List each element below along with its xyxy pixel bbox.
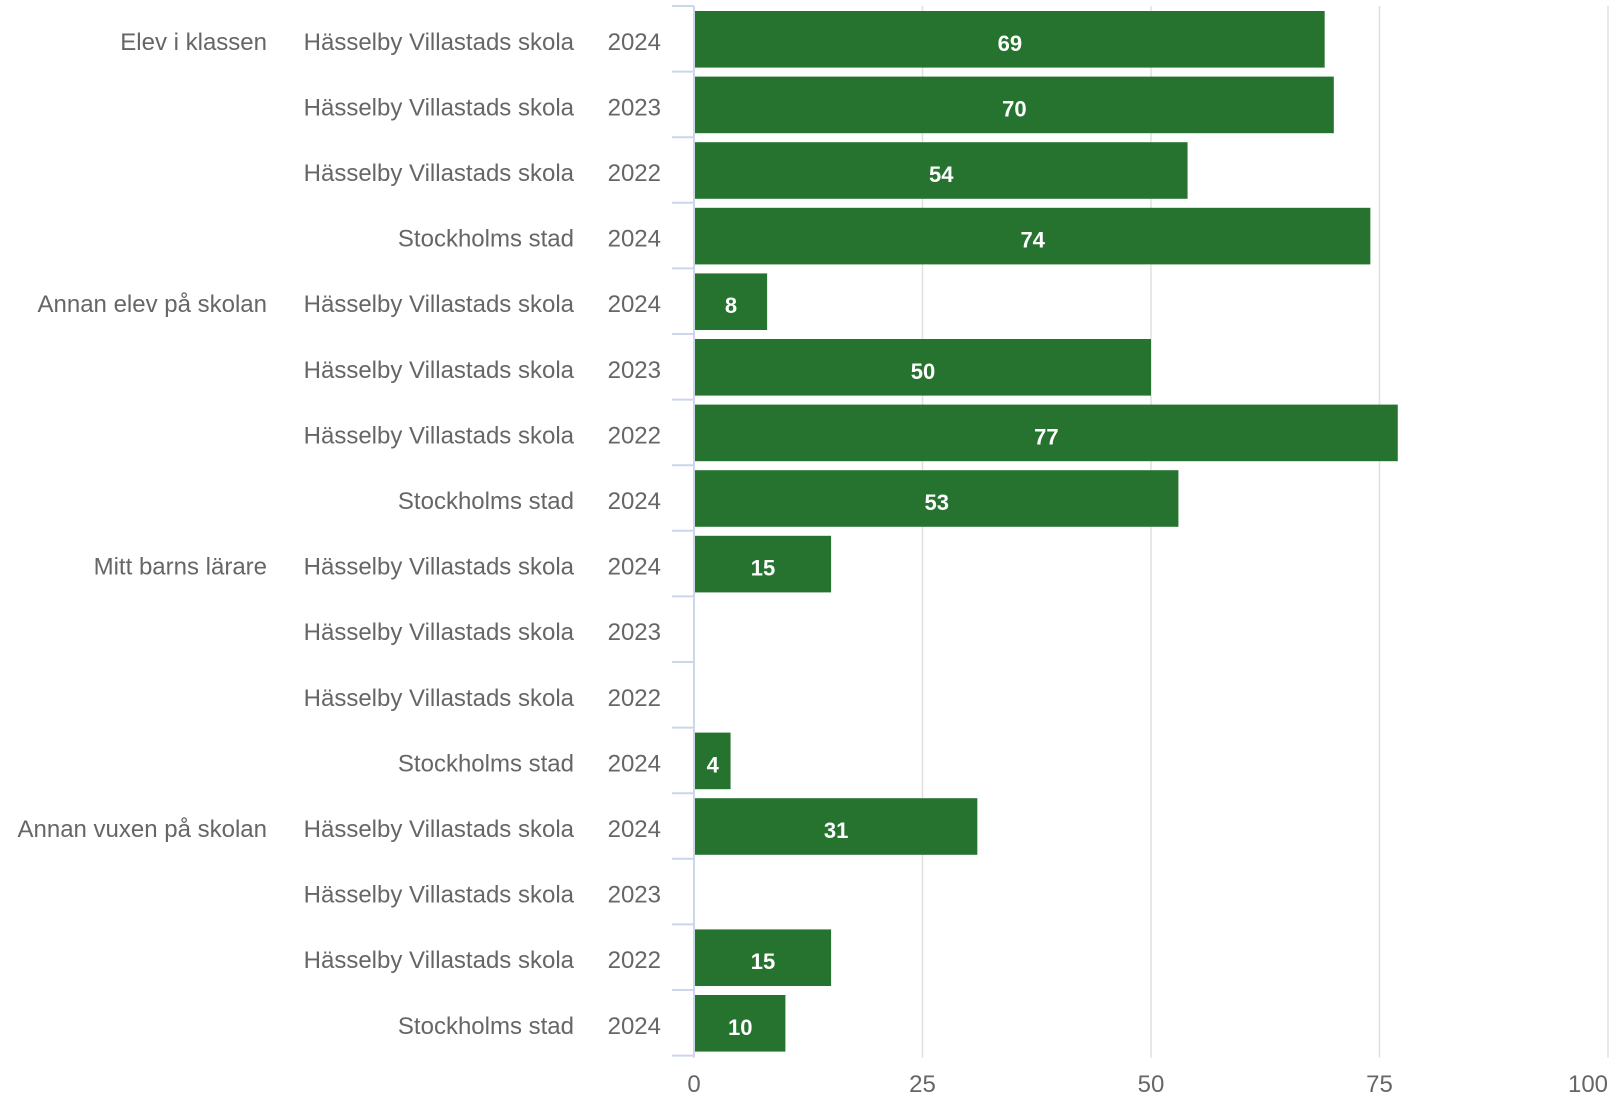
bar: [695, 995, 786, 1052]
entity-label: Hässelby Villastads skola: [304, 422, 575, 449]
year-label: 2022: [608, 422, 661, 449]
entity-label: Stockholms stad: [398, 1013, 574, 1040]
year-label: 2024: [608, 816, 661, 843]
data-label: 77: [1034, 424, 1058, 449]
year-label: 2023: [608, 882, 661, 909]
bar: [695, 207, 1371, 265]
year-label: 2022: [608, 685, 661, 712]
x-tick-label: 75: [1366, 1071, 1393, 1096]
data-label: 53: [924, 490, 948, 515]
x-axis-ticks: 0 25 50 75 100: [687, 1071, 1608, 1096]
x-tick-label: 100: [1568, 1071, 1608, 1096]
data-label: 70: [1002, 96, 1026, 121]
bar: [695, 470, 1179, 527]
bar: [695, 404, 1398, 462]
bars: 69 70 54 74 8 50 77 53 15 4 31 15 10: [695, 11, 1398, 1052]
category-axis: [672, 5, 695, 1058]
bar: [695, 11, 1325, 68]
entity-label: Hässelby Villastads skola: [304, 160, 575, 187]
year-label: 2024: [608, 226, 661, 253]
group-label: Mitt barns lärare: [94, 554, 267, 581]
entity-label: Hässelby Villastads skola: [304, 29, 575, 56]
year-label: 2022: [608, 160, 661, 187]
data-label: 74: [1020, 228, 1045, 253]
data-label: 15: [751, 949, 775, 974]
data-label: 69: [998, 31, 1022, 56]
data-label: 50: [911, 359, 935, 384]
year-label: 2022: [608, 947, 661, 974]
entity-label: Hässelby Villastads skola: [304, 554, 575, 581]
data-label: 31: [824, 818, 848, 843]
year-label: 2024: [608, 1013, 661, 1040]
group-label: Annan vuxen på skolan: [17, 816, 267, 843]
bar: [695, 535, 832, 593]
x-tick-label: 50: [1138, 1071, 1165, 1096]
year-label: 2024: [608, 29, 661, 56]
entity-label: Stockholms stad: [398, 750, 574, 777]
entity-label: Hässelby Villastads skola: [304, 947, 575, 974]
data-label: 10: [728, 1015, 752, 1040]
year-label: 2023: [608, 357, 661, 384]
bar: [695, 273, 768, 330]
entity-label: Stockholms stad: [398, 488, 574, 515]
entity-label: Hässelby Villastads skola: [304, 357, 575, 384]
entity-label: Stockholms stad: [398, 226, 574, 253]
entity-label: Hässelby Villastads skola: [304, 685, 575, 712]
data-label: 15: [751, 556, 775, 581]
year-label: 2024: [608, 750, 661, 777]
data-label: 8: [725, 293, 737, 318]
bar: [695, 929, 832, 986]
year-label: 2023: [608, 94, 661, 121]
entity-label: Hässelby Villastads skola: [304, 619, 575, 646]
bar: [695, 798, 978, 855]
bar: [695, 732, 731, 790]
year-label: 2023: [608, 619, 661, 646]
entity-label: Hässelby Villastads skola: [304, 882, 575, 909]
bar: [695, 339, 1151, 396]
year-label: 2024: [608, 488, 661, 515]
x-tick-label: 0: [687, 1071, 700, 1096]
entity-label: Hässelby Villastads skola: [304, 94, 575, 121]
group-label: Annan elev på skolan: [38, 291, 268, 318]
entity-label: Hässelby Villastads skola: [304, 291, 575, 318]
year-label: 2024: [608, 291, 661, 318]
bar: [695, 142, 1188, 199]
category-labels: 2024 Hässelby Villastads skola Elev i klas…: [17, 29, 661, 1040]
x-tick-label: 25: [909, 1071, 936, 1096]
group-label: Elev i klassen: [120, 29, 267, 56]
entity-label: Hässelby Villastads skola: [304, 816, 575, 843]
data-label: 54: [929, 162, 954, 187]
bar: [695, 76, 1334, 134]
data-label: 4: [707, 752, 720, 777]
year-label: 2024: [608, 554, 661, 581]
